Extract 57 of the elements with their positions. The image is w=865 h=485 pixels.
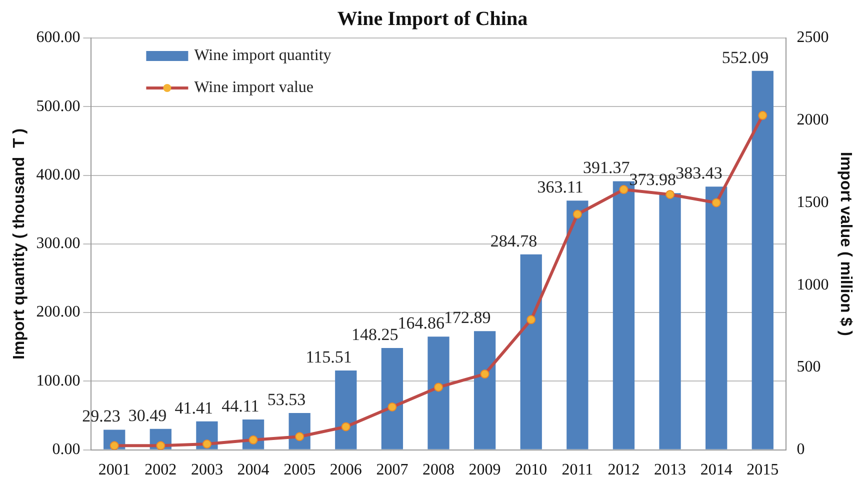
legend-label: Wine import quantity	[194, 47, 332, 64]
y-tick-label: 300.00	[36, 235, 80, 252]
bar	[659, 193, 681, 450]
data-label: 44.11	[222, 396, 260, 416]
data-label: 29.23	[82, 406, 120, 426]
data-label: 373.98	[629, 170, 676, 190]
bar	[428, 336, 450, 450]
data-label: 363.11	[537, 178, 584, 197]
x-tick-label: 2014	[700, 462, 732, 479]
bar	[752, 70, 774, 450]
x-tick-label: 2004	[237, 462, 270, 479]
x-tick-label: 2009	[468, 462, 501, 479]
x-tick-label: 2015	[746, 462, 779, 479]
y-tick-label: 0.00	[52, 441, 80, 458]
data-label: 391.37	[582, 158, 630, 178]
data-label: 41.41	[174, 398, 213, 418]
y2-axis-title: Import value ( million $ )	[836, 152, 854, 336]
data-label: 172.89	[444, 308, 491, 328]
x-tick-label: 2002	[144, 462, 177, 479]
bar	[381, 348, 404, 450]
data-label: 164.86	[398, 314, 444, 333]
x-tick-label: 2005	[284, 462, 316, 479]
bar	[520, 254, 542, 450]
bar	[566, 200, 588, 450]
chart-title: Wine Import of China	[337, 8, 528, 30]
legend-label: Wine import value	[194, 79, 314, 96]
data-label: 53.53	[267, 390, 306, 410]
x-tick-label: 2006	[330, 462, 362, 479]
y-tick-label: 400.00	[36, 166, 80, 184]
x-tick-label: 2010	[515, 462, 548, 479]
data-label: 148.25	[351, 325, 398, 344]
data-label: 552.09	[722, 48, 769, 67]
y-tick-label: 600.00	[36, 29, 80, 46]
y-tick-label: 500.00	[36, 98, 80, 115]
data-label: 115.51	[306, 347, 352, 366]
y2-tick-label: 2000	[796, 112, 829, 129]
x-tick-label: 2012	[608, 462, 640, 479]
y2-tick-label: 1500	[796, 194, 829, 211]
x-tick-label: 2007	[376, 462, 408, 479]
data-label: 284.78	[490, 231, 538, 250]
x-tick-label: 2013	[654, 462, 686, 479]
data-label: 383.43	[676, 164, 722, 183]
y2-tick-label: 500	[796, 358, 821, 376]
bar	[335, 370, 357, 450]
x-tick-label: 2008	[422, 462, 454, 479]
x-tick-label: 2003	[190, 462, 223, 479]
x-tick-label: 2011	[562, 462, 594, 479]
y-tick-label: 100.00	[36, 372, 80, 390]
bar	[706, 186, 728, 450]
data-label: 30.49	[128, 406, 167, 425]
y-tick-label: 200.00	[36, 304, 80, 321]
y2-tick-label: 2500	[796, 29, 829, 46]
x-tick-label: 2001	[98, 462, 130, 479]
y-axis-title: Import quantity ( thousand T )	[11, 128, 28, 360]
y2-tick-label: 1000	[796, 276, 829, 294]
y2-tick-label: 0	[796, 441, 805, 458]
bar	[474, 331, 496, 450]
